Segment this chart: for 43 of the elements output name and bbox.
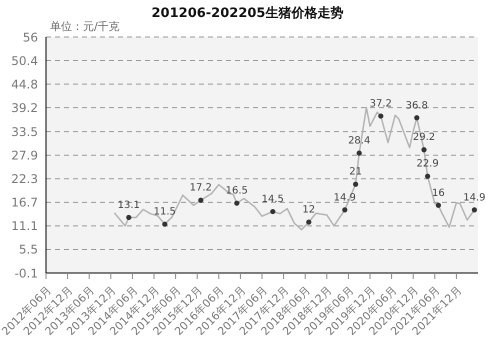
data-label: 11.5 xyxy=(154,206,176,218)
data-label: 13.1 xyxy=(118,200,140,211)
data-label: 36.8 xyxy=(406,100,428,112)
chart-title: 201206-202205生猪价格走势 xyxy=(152,6,344,21)
y-tick-label: 39.2 xyxy=(11,100,38,115)
point xyxy=(472,207,477,212)
point xyxy=(421,147,427,152)
y-tick-label: -0.1 xyxy=(14,266,38,280)
data-label: 16.5 xyxy=(226,186,248,197)
point xyxy=(353,182,358,187)
y-tick-label: 27.9 xyxy=(11,148,38,162)
data-label: 37.2 xyxy=(370,98,392,110)
point xyxy=(234,200,240,206)
y-tick-label: 5.5 xyxy=(18,242,38,257)
point xyxy=(342,207,348,212)
data-label: 14.9 xyxy=(334,192,356,204)
data-label: 16 xyxy=(432,188,445,199)
point xyxy=(198,198,204,203)
y-tick-label: 33.5 xyxy=(11,124,38,139)
point xyxy=(306,220,312,225)
y-tick-label: 22.3 xyxy=(11,172,38,186)
y-axis-title: 单位：元/千克 xyxy=(50,20,120,33)
y-tick-label: 11.1 xyxy=(11,219,38,234)
data-label: 29.2 xyxy=(412,132,436,144)
point xyxy=(425,174,430,179)
y-tick-label: 56 xyxy=(22,30,38,44)
data-label: 14.9 xyxy=(463,192,486,204)
y-tick-label: 50.4 xyxy=(11,54,38,68)
point xyxy=(270,208,276,214)
data-label: 22.9 xyxy=(416,158,439,170)
data-label: 28.4 xyxy=(348,136,370,147)
point xyxy=(356,150,362,156)
data-label: 21 xyxy=(349,166,362,178)
point xyxy=(378,113,384,119)
y-tick-label: 44.8 xyxy=(11,77,38,92)
data-label: 12 xyxy=(302,204,316,216)
point xyxy=(414,115,420,120)
point xyxy=(436,202,441,208)
point xyxy=(162,222,168,227)
data-label: 14.5 xyxy=(262,194,284,206)
y-tick-label: 16.7 xyxy=(11,196,38,210)
point xyxy=(126,214,132,220)
data-label: 17.2 xyxy=(190,182,212,194)
